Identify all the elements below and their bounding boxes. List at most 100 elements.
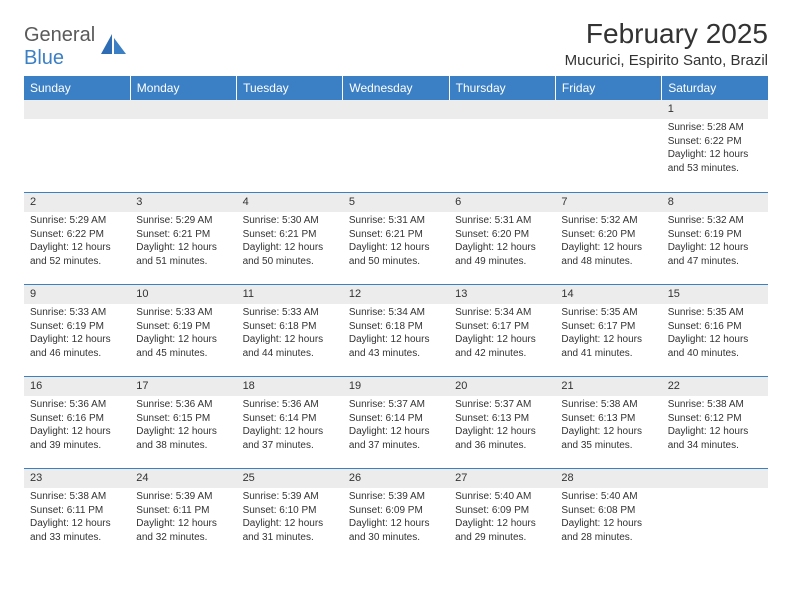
page-header: General Blue February 2025 Mucurici, Esp…	[24, 18, 768, 70]
sunset-value: 6:19 PM	[173, 321, 210, 332]
sunrise-value: 5:36 AM	[282, 399, 319, 410]
sunset-label: Sunset:	[30, 413, 67, 424]
day-details: Sunrise: 5:33 AMSunset: 6:19 PMDaylight:…	[130, 304, 236, 364]
calendar-cell: 27Sunrise: 5:40 AMSunset: 6:09 PMDayligh…	[449, 468, 555, 560]
daylight-line-1: Daylight: 12 hours	[561, 425, 655, 439]
day-details: Sunrise: 5:36 AMSunset: 6:14 PMDaylight:…	[237, 396, 343, 456]
daylight-line-1: Daylight: 12 hours	[349, 425, 443, 439]
sunrise-label: Sunrise:	[455, 399, 494, 410]
daylight-line-2: and 47 minutes.	[668, 255, 762, 269]
day-number	[130, 100, 236, 119]
sunset-line: Sunset: 6:10 PM	[243, 504, 337, 518]
day-details: Sunrise: 5:30 AMSunset: 6:21 PMDaylight:…	[237, 212, 343, 272]
daylight-line-1: Daylight: 12 hours	[30, 241, 124, 255]
daylight-line-2: and 33 minutes.	[30, 531, 124, 545]
day-number: 8	[662, 192, 768, 212]
sunset-line: Sunset: 6:20 PM	[455, 228, 549, 242]
sunrise-label: Sunrise:	[349, 399, 388, 410]
day-number	[237, 100, 343, 119]
sunset-value: 6:13 PM	[492, 413, 529, 424]
daylight-line-1: Daylight: 12 hours	[668, 148, 762, 162]
sunset-label: Sunset:	[30, 229, 67, 240]
calendar-cell: 22 Sunrise: 5:38 AMSunset: 6:12 PMDayligh…	[662, 376, 768, 468]
sunrise-label: Sunrise:	[455, 307, 494, 318]
sunset-value: 6:16 PM	[67, 413, 104, 424]
calendar-cell	[130, 100, 236, 192]
day-details: Sunrise: 5:35 AMSunset: 6:16 PMDaylight:…	[662, 304, 768, 364]
day-details: Sunrise: 5:33 AMSunset: 6:18 PMDaylight:…	[237, 304, 343, 364]
daylight-line-2: and 31 minutes.	[243, 531, 337, 545]
day-number	[343, 100, 449, 119]
day-number	[24, 100, 130, 119]
daylight-line-2: and 45 minutes.	[136, 347, 230, 361]
calendar-cell: 15Sunrise: 5:35 AMSunset: 6:16 PMDayligh…	[662, 284, 768, 376]
sunset-line: Sunset: 6:22 PM	[30, 228, 124, 242]
calendar-cell: 20Sunrise: 5:37 AMSunset: 6:13 PMDayligh…	[449, 376, 555, 468]
sunset-line: Sunset: 6:12 PM	[668, 412, 762, 426]
sunset-label: Sunset:	[561, 321, 598, 332]
day-details: Sunrise: 5:39 AMSunset: 6:11 PMDaylight:…	[130, 488, 236, 548]
sunrise-label: Sunrise:	[349, 215, 388, 226]
calendar-week-row: 9Sunrise: 5:33 AMSunset: 6:19 PMDaylight…	[24, 284, 768, 376]
sunset-label: Sunset:	[668, 136, 705, 147]
daylight-line-2: and 50 minutes.	[349, 255, 443, 269]
sunrise-value: 5:39 AM	[388, 491, 425, 502]
sunrise-label: Sunrise:	[30, 215, 69, 226]
sunrise-line: Sunrise: 5:38 AM	[668, 398, 762, 412]
calendar-cell	[662, 468, 768, 560]
sunset-line: Sunset: 6:18 PM	[349, 320, 443, 334]
sunset-value: 6:11 PM	[67, 505, 104, 516]
sunrise-line: Sunrise: 5:32 AM	[668, 214, 762, 228]
sunset-line: Sunset: 6:19 PM	[30, 320, 124, 334]
day-number: 6	[449, 192, 555, 212]
title-block: February 2025 Mucurici, Espirito Santo, …	[565, 18, 768, 69]
sunset-line: Sunset: 6:22 PM	[668, 135, 762, 149]
sunrise-label: Sunrise:	[668, 122, 707, 133]
sunset-label: Sunset:	[455, 413, 492, 424]
calendar-cell: 28Sunrise: 5:40 AMSunset: 6:08 PMDayligh…	[555, 468, 661, 560]
sunset-line: Sunset: 6:16 PM	[668, 320, 762, 334]
calendar-cell: 4Sunrise: 5:30 AMSunset: 6:21 PMDaylight…	[237, 192, 343, 284]
sunrise-value: 5:39 AM	[282, 491, 319, 502]
sunrise-label: Sunrise:	[349, 307, 388, 318]
calendar-cell: 2Sunrise: 5:29 AMSunset: 6:22 PMDaylight…	[24, 192, 130, 284]
day-number: 22	[662, 376, 768, 396]
calendar-cell: 8Sunrise: 5:32 AMSunset: 6:19 PMDaylight…	[662, 192, 768, 284]
calendar-week-row: 16 Sunrise: 5:36 AM Sunset: 6:16 PM Dayligh…	[24, 376, 768, 468]
calendar-page: General Blue February 2025 Mucurici, Esp…	[0, 0, 792, 572]
daylight-line-2: and 41 minutes.	[561, 347, 655, 361]
sunset-line: Sunset: 6:19 PM	[136, 320, 230, 334]
sunset-line: Sunset: 6:09 PM	[349, 504, 443, 518]
sunset-line: Sunset: 6:18 PM	[243, 320, 337, 334]
sunrise-value: 5:32 AM	[601, 215, 638, 226]
daylight-line-1: Daylight: 12 hours	[455, 333, 549, 347]
sunset-line: Sunset: 6:21 PM	[136, 228, 230, 242]
day-number: 16	[24, 376, 130, 396]
daylight-line-2: and 46 minutes.	[30, 347, 124, 361]
sunset-value: 6:21 PM	[386, 229, 423, 240]
sunrise-line: Sunrise: 5:40 AM	[455, 490, 549, 504]
sunrise-value: 5:32 AM	[707, 215, 744, 226]
daylight-line-1: Daylight: 12 hours	[668, 425, 762, 439]
day-details: Sunrise: 5:31 AMSunset: 6:21 PMDaylight:…	[343, 212, 449, 272]
sunrise-value: 5:38 AM	[601, 399, 638, 410]
daylight-line-1: Daylight: 12 hours	[561, 241, 655, 255]
calendar-cell: 9Sunrise: 5:33 AMSunset: 6:19 PMDaylight…	[24, 284, 130, 376]
sunrise-label: Sunrise:	[668, 307, 707, 318]
daylight-line-1: Daylight: 12 hours	[349, 333, 443, 347]
day-number: 26	[343, 468, 449, 488]
sunset-value: 6:21 PM	[279, 229, 316, 240]
sunset-line: Sunset: 6:09 PM	[455, 504, 549, 518]
calendar-cell: 5Sunrise: 5:31 AMSunset: 6:21 PMDaylight…	[343, 192, 449, 284]
day-number: 14	[555, 284, 661, 304]
daylight-line-1: Daylight: 12 hours	[561, 333, 655, 347]
sunrise-label: Sunrise:	[30, 491, 69, 502]
sunrise-value: 5:38 AM	[69, 491, 106, 502]
calendar-cell: 13Sunrise: 5:34 AMSunset: 6:17 PMDayligh…	[449, 284, 555, 376]
day-number: 2	[24, 192, 130, 212]
sunset-label: Sunset:	[668, 321, 705, 332]
sunrise-label: Sunrise:	[561, 491, 600, 502]
sunset-label: Sunset:	[561, 505, 598, 516]
daylight-line-1: Daylight: 12 hours	[349, 517, 443, 531]
day-details: Sunrise: 5:32 AMSunset: 6:20 PMDaylight:…	[555, 212, 661, 272]
